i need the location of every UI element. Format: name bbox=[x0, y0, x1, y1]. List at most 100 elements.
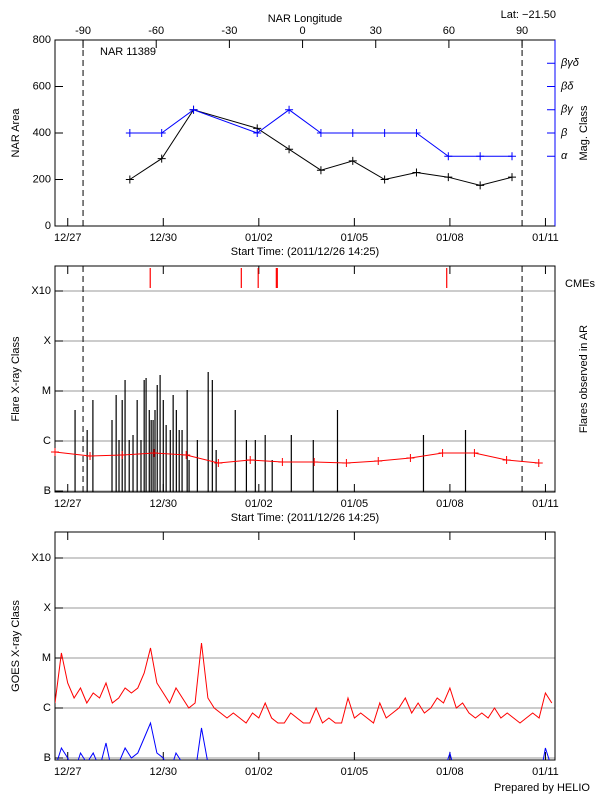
x-tick-label: 01/05 bbox=[341, 766, 369, 778]
activity-marker bbox=[406, 454, 415, 462]
activity-marker bbox=[342, 459, 351, 467]
x2-tick-label: 30 bbox=[370, 25, 382, 37]
x-tick-label: 01/05 bbox=[341, 498, 369, 510]
x2-tick-label: -90 bbox=[75, 25, 91, 37]
x-tick-label: 12/27 bbox=[54, 498, 82, 510]
y2-tick-label: βδ bbox=[560, 80, 574, 92]
activity-marker bbox=[214, 459, 223, 467]
x-tick-label: 01/02 bbox=[245, 232, 273, 244]
y-tick-label: X10 bbox=[31, 552, 51, 564]
point-marker bbox=[476, 181, 485, 190]
x2-tick-label: -60 bbox=[148, 25, 164, 37]
point-marker bbox=[444, 152, 453, 161]
activity-marker bbox=[374, 457, 383, 465]
point-marker bbox=[380, 175, 389, 184]
y-tick-label: 400 bbox=[33, 127, 51, 139]
point-marker bbox=[476, 152, 485, 161]
y-tick-label: B bbox=[44, 752, 51, 764]
point-marker bbox=[412, 129, 421, 137]
y-tick-label: C bbox=[43, 435, 51, 447]
x-tick-label: 01/02 bbox=[245, 498, 273, 510]
activity-marker bbox=[502, 456, 511, 464]
x2-tick-label: 0 bbox=[299, 25, 305, 37]
x-tick-label: 01/05 bbox=[341, 232, 369, 244]
x-tick-label: 01/11 bbox=[532, 498, 559, 510]
activity-marker bbox=[118, 451, 127, 459]
panel-title: NAR 11389 bbox=[100, 46, 156, 58]
y2-tick-label: β bbox=[560, 127, 568, 139]
point-marker bbox=[157, 129, 166, 137]
series-line bbox=[55, 642, 553, 724]
activity-marker bbox=[278, 458, 287, 466]
activity-marker bbox=[51, 448, 59, 456]
y-tick-label: B bbox=[44, 485, 51, 497]
y-tick-label: X bbox=[44, 335, 52, 347]
point-marker bbox=[316, 129, 325, 137]
point-marker bbox=[348, 129, 357, 137]
x-tick-label: 12/30 bbox=[150, 232, 178, 244]
y-axis-label: NAR Area bbox=[10, 108, 22, 158]
x2-tick-label: -30 bbox=[221, 25, 237, 37]
activity-marker bbox=[150, 449, 159, 457]
point-marker bbox=[412, 168, 421, 177]
x-axis-label: Start Time: (2011/12/26 14:25) bbox=[231, 512, 379, 524]
y2-axis-label: Flares observed in AR bbox=[578, 325, 590, 433]
y-tick-label: 200 bbox=[33, 173, 51, 185]
activity-marker bbox=[534, 459, 543, 467]
point-marker bbox=[189, 105, 198, 114]
x-axis-label: Start Time: (2011/12/26 14:25) bbox=[231, 246, 379, 258]
point-marker bbox=[316, 166, 325, 175]
point-marker bbox=[125, 175, 134, 184]
point-marker bbox=[348, 156, 357, 165]
point-marker bbox=[508, 173, 517, 182]
point-marker bbox=[157, 154, 166, 163]
series-line bbox=[129, 109, 513, 186]
x-tick-label: 01/08 bbox=[436, 766, 464, 778]
x-tick-label: 12/27 bbox=[54, 232, 82, 244]
x-tick-label: 12/30 bbox=[150, 766, 178, 778]
x2-tick-label: 60 bbox=[443, 25, 455, 37]
activity-line bbox=[54, 451, 539, 464]
plot-frame bbox=[54, 531, 556, 761]
point-marker bbox=[444, 173, 453, 182]
activity-marker bbox=[438, 449, 447, 457]
point-marker bbox=[380, 129, 389, 137]
y2-tick-label: βγ bbox=[560, 104, 574, 116]
x-tick-label: 01/11 bbox=[532, 232, 559, 244]
y2-tick-label: α bbox=[561, 150, 568, 162]
activity-marker bbox=[310, 458, 319, 466]
y-tick-label: M bbox=[42, 385, 51, 397]
activity-marker bbox=[470, 449, 479, 457]
y-axis-label: GOES X-ray Class bbox=[10, 600, 22, 692]
y-axis-label: Flare X-ray Class bbox=[10, 336, 22, 421]
activity-marker bbox=[182, 451, 191, 459]
y-tick-label: M bbox=[42, 652, 51, 664]
point-marker bbox=[285, 145, 294, 154]
point-marker bbox=[125, 129, 134, 137]
y-tick-label: X10 bbox=[31, 285, 51, 297]
x-tick-label: 01/08 bbox=[436, 232, 464, 244]
y-tick-label: 800 bbox=[33, 34, 51, 46]
x2-tick-label: 90 bbox=[516, 25, 528, 37]
point-marker bbox=[253, 129, 262, 137]
x2-axis-label: NAR Longitude bbox=[268, 13, 343, 25]
plot-frame bbox=[54, 265, 556, 493]
x-tick-label: 12/30 bbox=[150, 498, 178, 510]
series-line bbox=[129, 109, 512, 157]
x-tick-label: 01/08 bbox=[436, 498, 464, 510]
point-marker bbox=[508, 152, 517, 161]
activity-marker bbox=[246, 456, 255, 464]
y-tick-label: 600 bbox=[33, 80, 51, 92]
y2-tick-label: βγδ bbox=[560, 57, 580, 69]
y-tick-label: X bbox=[44, 602, 52, 614]
footer: Prepared by HELIO bbox=[494, 782, 590, 794]
series-line bbox=[57, 721, 550, 760]
point-marker bbox=[285, 105, 294, 114]
activity-marker bbox=[86, 452, 95, 460]
latitude: Lat: −21.50 bbox=[501, 9, 556, 21]
y2-axis-label: Mag. Class bbox=[578, 105, 590, 161]
x-tick-label: 01/11 bbox=[532, 766, 559, 778]
y-tick-label: C bbox=[43, 702, 51, 714]
x-tick-label: 01/02 bbox=[245, 766, 273, 778]
